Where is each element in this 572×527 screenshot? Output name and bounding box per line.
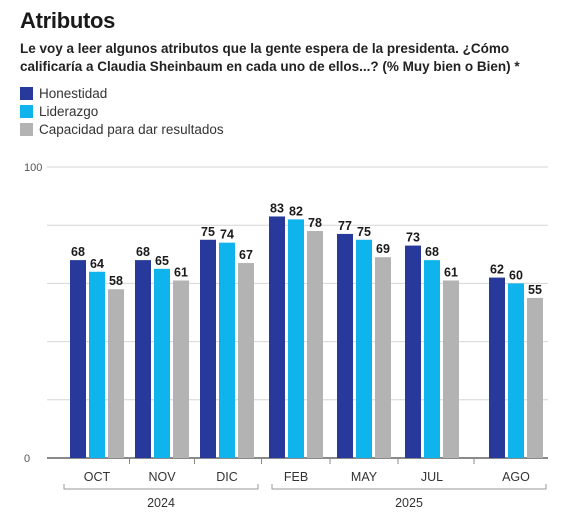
legend-item-honestidad: Honestidad [20,84,224,102]
bar [200,239,216,458]
data-label: 58 [109,274,123,288]
y-tick-label: 100 [24,162,42,174]
bar [108,289,124,458]
x-tick-label: FEB [284,470,308,484]
legend: Honestidad Liderazgo Capacidad para dar … [20,84,224,138]
bar [375,257,391,458]
data-label: 75 [201,225,215,239]
year-bracket [271,484,547,490]
data-label: 68 [71,245,85,259]
data-label: 73 [406,231,420,245]
legend-label: Capacidad para dar resultados [39,121,224,137]
bar [405,245,421,458]
legend-item-capacidad: Capacidad para dar resultados [20,120,224,138]
bar [154,268,170,458]
year-label: 2024 [147,496,175,510]
data-label: 77 [338,219,352,233]
bar [89,271,105,458]
bar [135,260,151,458]
legend-label: Liderazgo [39,103,99,119]
data-label: 69 [376,242,390,256]
data-label: 62 [490,263,504,277]
data-label: 61 [444,265,458,279]
chart-subtitle: Le voy a leer algunos atributos que la g… [20,41,520,74]
legend-swatch [20,86,33,100]
bar [527,297,543,458]
bar [307,231,323,458]
data-label: 82 [289,204,303,218]
bar [219,242,235,458]
y-tick-label: 0 [24,453,30,465]
bar [443,280,459,458]
x-tick-label: NOV [148,470,176,484]
data-label: 67 [239,248,253,262]
data-label: 78 [308,216,322,230]
legend-swatch [20,104,33,118]
data-label: 60 [509,268,523,282]
bar [356,239,372,458]
data-label: 61 [174,265,188,279]
year-label: 2025 [395,496,423,510]
bar [238,263,254,458]
bar [337,233,353,458]
data-label: 55 [528,283,542,297]
x-tick-label: OCT [84,470,111,484]
bar [70,260,86,458]
data-label: 65 [155,254,169,268]
legend-swatch [20,122,33,136]
legend-item-liderazgo: Liderazgo [20,102,224,120]
bar [489,277,505,458]
bar [424,260,440,458]
data-label: 75 [357,225,371,239]
data-label: 83 [270,201,284,215]
data-label: 64 [90,257,104,271]
bar [173,280,189,458]
bar [269,216,285,458]
chart-title: Atributos [20,8,116,33]
data-label: 68 [425,245,439,259]
data-label: 68 [136,245,150,259]
bar [288,219,304,458]
x-tick-label: DIC [216,470,238,484]
legend-label: Honestidad [39,85,108,101]
bar [508,283,524,458]
data-label: 74 [220,228,234,242]
x-tick-label: JUL [421,470,443,484]
x-tick-label: MAY [351,470,378,484]
x-tick-label: AGO [502,470,530,484]
year-bracket [63,484,259,490]
